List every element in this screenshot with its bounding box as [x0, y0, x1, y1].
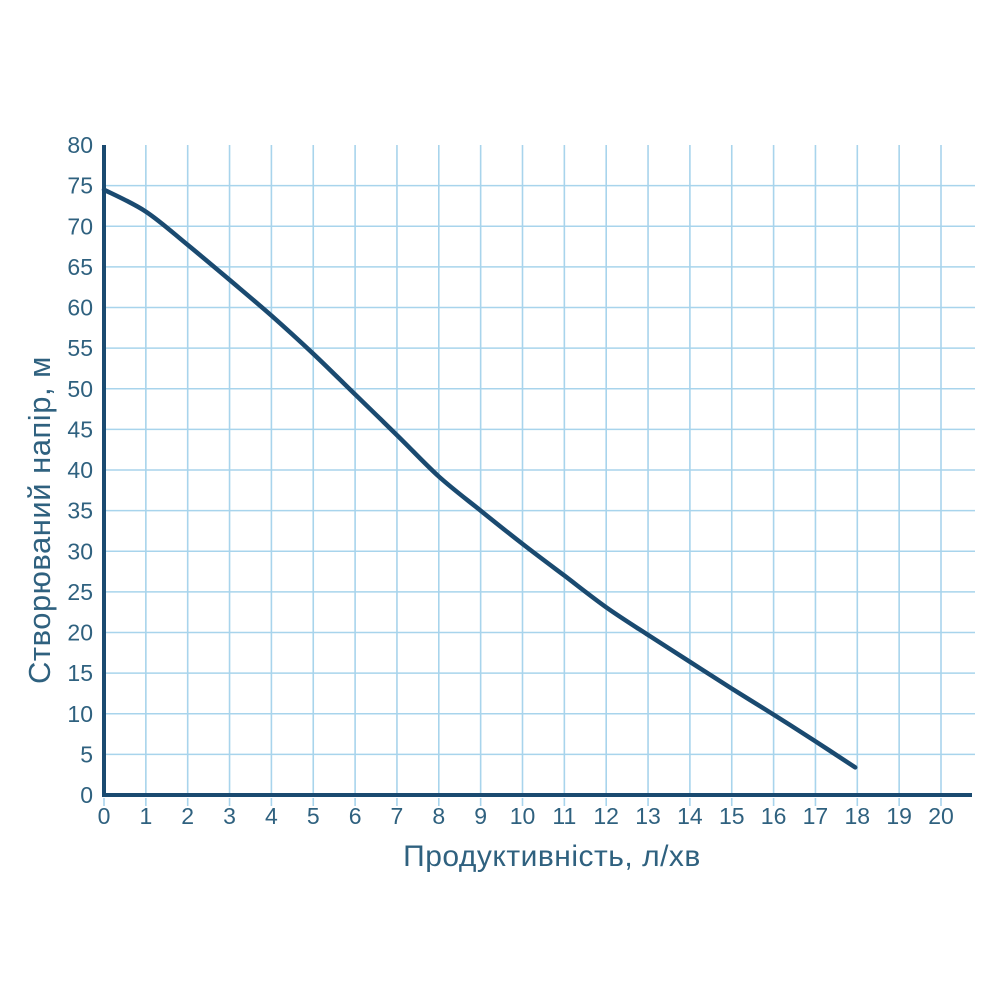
head-vs-flow-curve [101, 187, 858, 770]
y-tick-label: 40 [67, 457, 93, 483]
x-tick-label: 17 [803, 803, 829, 829]
x-tick-label: 3 [223, 803, 236, 829]
y-tick-label: 65 [67, 254, 93, 280]
y-axis-label: Створюваний напір, м [22, 356, 57, 684]
x-tick-label: 18 [845, 803, 871, 829]
x-tick-label: 11 [552, 803, 576, 829]
x-tick-label: 5 [307, 803, 320, 829]
y-tick-label: 50 [67, 376, 93, 402]
x-tick-label: 14 [677, 803, 703, 829]
x-tick-label: 7 [391, 803, 404, 829]
y-tick-label: 80 [67, 132, 93, 158]
y-tick-label: 30 [67, 538, 93, 564]
x-tick-label: 1 [139, 803, 152, 829]
x-axis-label: Продуктивність, л/хв [403, 840, 701, 873]
y-tick-label: 10 [67, 701, 93, 727]
x-tick-label: 20 [928, 803, 954, 829]
y-tick-label: 60 [67, 295, 93, 321]
y-tick-label: 15 [67, 660, 93, 686]
y-tick-label: 25 [67, 579, 93, 605]
y-tick-label: 35 [67, 498, 93, 524]
y-tick-label: 70 [67, 213, 93, 239]
x-tick-label: 2 [181, 803, 194, 829]
y-tick-label: 75 [67, 173, 93, 199]
x-tick-label: 8 [432, 803, 445, 829]
y-tick-label: 0 [80, 782, 93, 808]
x-tick-label: 13 [635, 803, 661, 829]
y-tick-label: 5 [80, 741, 93, 767]
x-tick-label: 10 [510, 803, 536, 829]
x-tick-label: 16 [761, 803, 787, 829]
x-tick-label: 19 [886, 803, 912, 829]
x-tick-label: 9 [474, 803, 487, 829]
x-tick-label: 4 [265, 803, 278, 829]
x-tick-label: 0 [98, 803, 111, 829]
y-tick-label: 55 [67, 335, 93, 361]
x-tick-label: 15 [719, 803, 745, 829]
x-tick-label: 6 [349, 803, 362, 829]
y-tick-label: 20 [67, 620, 93, 646]
y-tick-label: 45 [67, 416, 93, 442]
x-tick-label: 12 [593, 803, 619, 829]
